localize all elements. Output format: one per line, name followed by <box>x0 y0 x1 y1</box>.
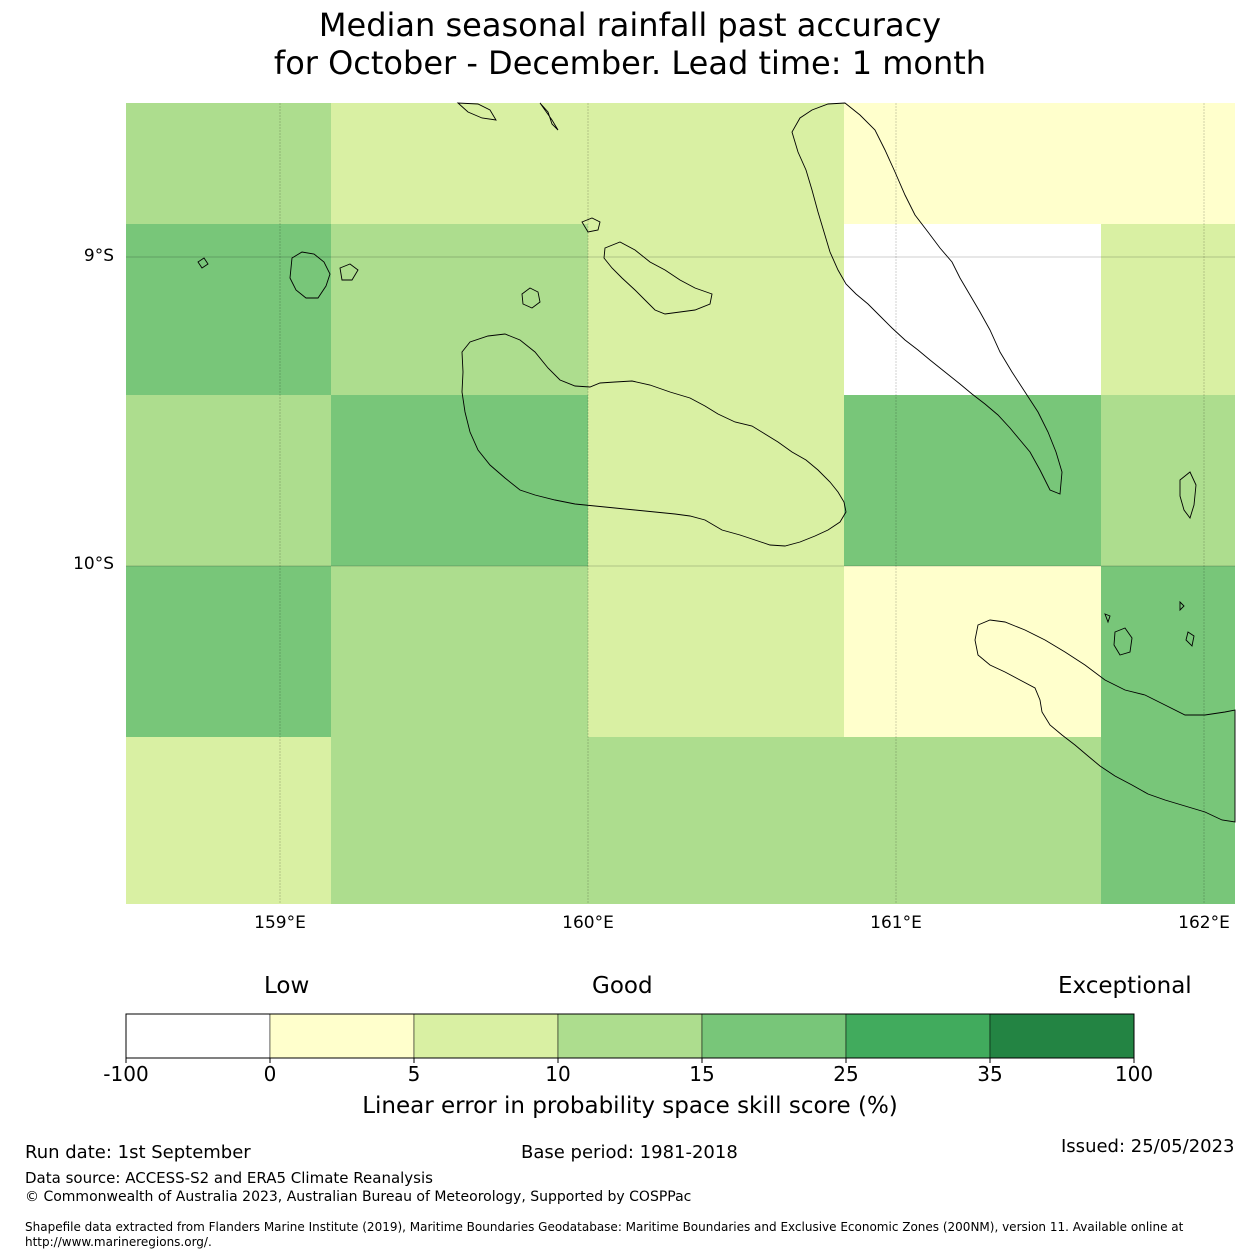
coastline <box>521 287 541 309</box>
skill-cell <box>331 566 588 737</box>
coastline <box>197 257 209 269</box>
coastline <box>791 102 1063 495</box>
base-period: Base period: 1981-2018 <box>521 1142 738 1163</box>
lat-label-9s: 9°S <box>83 246 114 266</box>
skill-cell <box>588 224 844 395</box>
coastline <box>289 251 331 299</box>
run-date: Run date: 1st September <box>25 1142 251 1163</box>
coastline <box>603 241 713 315</box>
skill-cell <box>126 566 331 737</box>
coastline <box>1179 600 1185 612</box>
colorbar-segment <box>845 1013 991 1059</box>
coastline <box>461 333 847 547</box>
colorbar-outline <box>125 1013 1135 1059</box>
colorbar-tick-label: 100 <box>1114 1062 1154 1086</box>
skill-cell <box>588 566 844 737</box>
coastline <box>539 102 559 131</box>
skill-cell <box>1101 103 1235 224</box>
coastline <box>974 619 1236 823</box>
issued-date: Issued: 25/05/2023 <box>1061 1136 1235 1157</box>
colorbar-tick-label: -100 <box>103 1062 149 1086</box>
colorbar-segment <box>125 1013 271 1059</box>
data-source: Data source: ACCESS-S2 and ERA5 Climate … <box>25 1169 433 1187</box>
skill-cell <box>844 737 1101 904</box>
colorbar-segment <box>701 1013 847 1059</box>
colorbar-tick-label: 25 <box>833 1062 859 1086</box>
colorbar-tick-label: 10 <box>545 1062 571 1086</box>
legend-category-low: Low <box>264 973 310 999</box>
skill-cell <box>588 737 844 904</box>
skill-cell <box>1101 737 1235 904</box>
skill-cell <box>331 737 588 904</box>
skill-cell <box>331 224 588 395</box>
skill-cell <box>126 395 331 566</box>
shapefile-url: http://www.marineregions.org/. <box>25 1235 212 1249</box>
colorbar-title: Linear error in probability space skill … <box>362 1093 898 1119</box>
legend-category-exceptional: Exceptional <box>1058 973 1192 999</box>
title-line-1: Median seasonal rainfall past accuracy <box>318 6 942 44</box>
skill-cell <box>844 224 1101 395</box>
skill-cell <box>844 395 1101 566</box>
skill-cell <box>126 103 331 224</box>
skill-cell <box>588 395 844 566</box>
colorbar-segment <box>989 1013 1135 1059</box>
colorbar-tick-label: 0 <box>263 1062 277 1086</box>
skill-cell <box>844 566 1101 737</box>
lat-label-10s: 10°S <box>73 554 114 574</box>
skill-cell <box>844 103 1101 224</box>
chart-title: Median seasonal rainfall past accuracy f… <box>0 6 1260 82</box>
coastline <box>1185 631 1195 647</box>
skill-cell <box>1101 395 1235 566</box>
skill-cell <box>1101 566 1235 737</box>
lon-label-159e: 159°E <box>254 913 306 933</box>
colorbar-tick-label: 35 <box>977 1062 1003 1086</box>
colorbar-segment <box>557 1013 703 1059</box>
skill-cell <box>1101 224 1235 395</box>
coastline <box>581 217 601 233</box>
title-line-2: for October - December. Lead time: 1 mon… <box>273 44 987 82</box>
skill-cell <box>331 103 588 224</box>
skill-cell <box>331 395 588 566</box>
coastline <box>456 102 497 121</box>
lon-label-161e: 161°E <box>870 913 922 933</box>
legend-category-good: Good <box>592 973 653 999</box>
skill-cell <box>126 737 331 904</box>
coastline <box>1104 613 1111 624</box>
coastline <box>1179 471 1197 519</box>
coastline <box>339 263 359 281</box>
colorbar-tick-label: 5 <box>407 1062 421 1086</box>
shapefile-credit: Shapefile data extracted from Flanders M… <box>25 1220 1184 1234</box>
colorbar-tick-label: 15 <box>689 1062 715 1086</box>
lon-label-162e: 162°E <box>1178 913 1230 933</box>
skill-cell <box>588 103 844 224</box>
lon-label-160e: 160°E <box>562 913 614 933</box>
colorbar-segment <box>269 1013 415 1059</box>
colorbar-segment <box>413 1013 559 1059</box>
copyright: © Commonwealth of Australia 2023, Austra… <box>25 1189 692 1205</box>
coastline <box>1113 627 1133 656</box>
skill-cell <box>126 224 331 395</box>
skill-map <box>126 102 1236 904</box>
